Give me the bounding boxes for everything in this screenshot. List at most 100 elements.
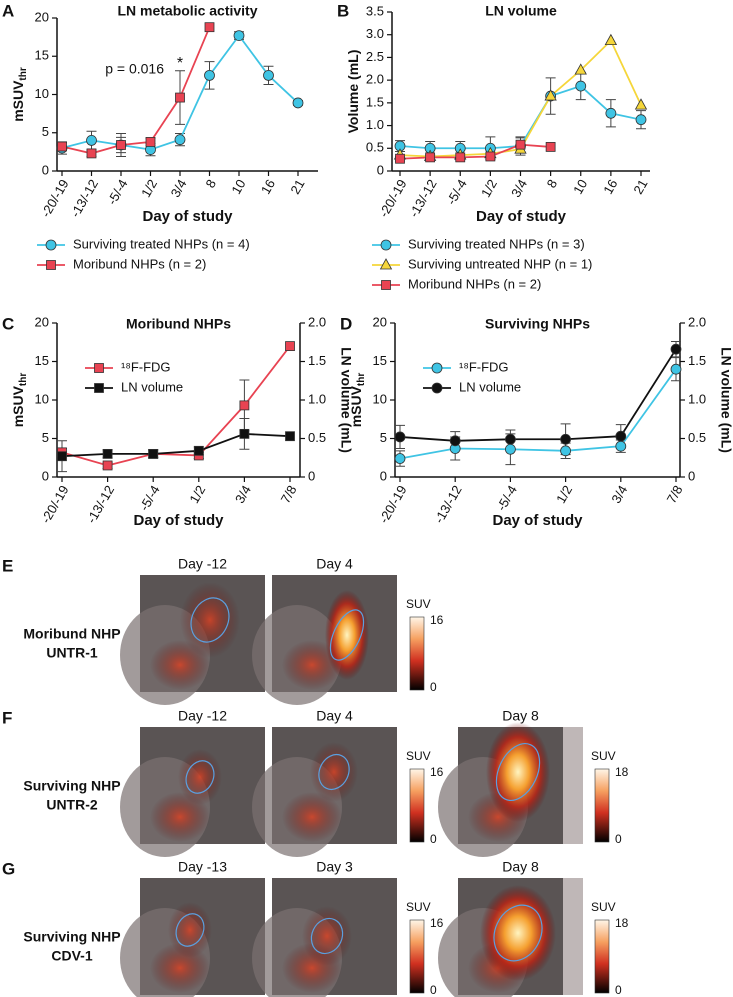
chart-title: Surviving NHPs (485, 316, 590, 332)
y2-axis-label: LN volume (mL) (338, 347, 354, 453)
x-tick-label: 1/2 (478, 177, 500, 200)
legend-label: ¹⁸F-FDG (121, 359, 171, 374)
y-axis-label-main: mSUV (10, 385, 26, 427)
roi-outline (495, 743, 541, 801)
y-tick-label: 2.5 (366, 49, 384, 64)
marker (239, 400, 250, 411)
uptake (168, 902, 212, 958)
y-axis-label: Volume (mL) (345, 50, 361, 134)
y-tick-label: 1.5 (366, 94, 384, 109)
uptake (486, 722, 550, 822)
x-tick-label: 3/4 (508, 177, 530, 200)
colorbar-label: SUV (406, 900, 431, 914)
marker (175, 92, 185, 103)
marker (515, 139, 526, 150)
marker (94, 383, 104, 393)
marker (204, 69, 215, 81)
y-tick-label: 10 (373, 391, 387, 406)
y-tick-label: 15 (373, 353, 387, 368)
subject-id: CDV-1 (51, 948, 92, 964)
marker (174, 134, 186, 146)
subject-id: UNTR-1 (46, 645, 98, 661)
y-tick-label: 3.5 (366, 3, 384, 18)
roi-outline (329, 609, 365, 661)
legend-label: LN volume (121, 379, 183, 394)
marker (116, 140, 126, 150)
colorbar-min: 0 (615, 983, 622, 997)
marker (449, 435, 461, 447)
x-tick-label: 16 (600, 177, 620, 197)
y2-axis-label: LN volume (mL) (718, 347, 733, 453)
y-tick-label: 10 (35, 391, 49, 406)
marker (395, 153, 405, 164)
panel-letter: C (2, 314, 14, 333)
bone (563, 727, 583, 844)
chart-panel: D Surviving NHPs 0 5 10 15 20 0 0.5 1.0 1.5 2.0 LN v… (340, 314, 733, 529)
x-tick-label: -5/-4 (494, 483, 520, 514)
legend-label: Moribund NHPs (n = 2) (73, 256, 206, 271)
panel-letter: G (2, 859, 15, 878)
marker (560, 445, 571, 457)
uptake (178, 749, 222, 805)
x-tick-label: 1/2 (553, 483, 575, 506)
x-tick-label: -13/-12 (84, 483, 118, 526)
y-axis-label-sub: thr (356, 373, 367, 386)
marker (605, 107, 617, 119)
marker (425, 152, 436, 163)
marker (504, 433, 516, 445)
day-label: Day 8 (502, 708, 539, 724)
y-tick-label: 0 (42, 468, 49, 483)
marker (431, 362, 443, 374)
panel-letter: B (337, 1, 349, 20)
y-tick-label: 15 (35, 48, 49, 63)
roi-outline (190, 597, 230, 643)
series-line (399, 368, 677, 460)
x-tick-label: -13/-12 (406, 177, 440, 220)
y-axis-label-main: Volume (mL) (345, 50, 361, 134)
marker (57, 141, 67, 152)
day-label: Day -12 (178, 556, 227, 572)
colorbar-max: 16 (430, 613, 444, 627)
y2-tick-label: 0 (308, 468, 315, 483)
x-tick-label: -20/-19 (38, 483, 72, 526)
uptake (310, 742, 358, 802)
marker (560, 433, 571, 445)
uptake (325, 590, 369, 680)
x-tick-label: 21 (630, 177, 650, 197)
x-axis-label: Day of study (133, 512, 224, 529)
y-tick-label: 3.0 (366, 26, 384, 41)
roi-outline (493, 904, 543, 962)
y2-tick-label: 1.0 (308, 391, 326, 406)
x-axis-label: Day of study (492, 512, 583, 529)
roi-outline (318, 753, 350, 791)
subject-label: Surviving NHP (23, 929, 120, 945)
colorbar-max: 16 (430, 916, 444, 930)
y-tick-label: 5 (42, 430, 49, 445)
panel-letter: D (340, 314, 352, 333)
uptake (282, 792, 342, 842)
y-tick-label: 1.0 (366, 117, 384, 132)
marker (57, 451, 67, 462)
y-axis-label-main: mSUV (348, 385, 364, 427)
x-tick-label: 3/4 (232, 483, 254, 506)
x-tick-label: -13/-12 (67, 177, 101, 220)
roi-outline (185, 760, 215, 794)
marker (102, 448, 113, 459)
colorbar-label: SUV (406, 597, 431, 611)
y-tick-label: 20 (35, 9, 49, 24)
marker (545, 142, 556, 152)
y-tick-label: 0.5 (366, 140, 384, 155)
bone (563, 878, 583, 995)
y-tick-label: 0 (380, 468, 387, 483)
day-label: Day 4 (316, 708, 353, 724)
uptake (180, 582, 240, 658)
x-tick-label: 3/4 (608, 483, 630, 506)
uptake (480, 885, 556, 981)
y2-tick-label: 1.5 (688, 353, 706, 368)
y2-tick-label: 2.0 (688, 314, 706, 329)
marker (604, 33, 618, 46)
series-line (399, 348, 677, 442)
marker (634, 98, 648, 110)
roi-outline (310, 917, 344, 955)
colorbar (409, 919, 425, 994)
